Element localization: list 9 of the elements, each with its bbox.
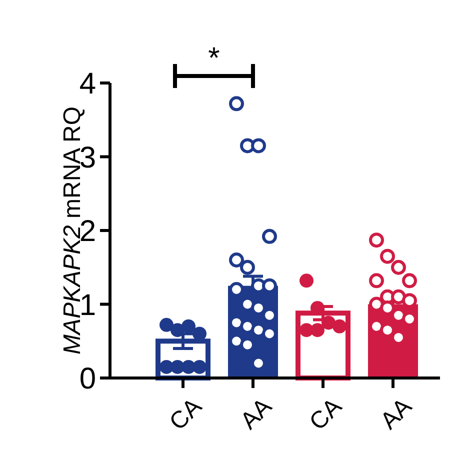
y-tick-label: 2 bbox=[79, 215, 96, 248]
y-tick-label: 4 bbox=[79, 68, 96, 100]
x-tick-label: AA bbox=[375, 393, 418, 435]
x-tick-label: AA bbox=[235, 393, 278, 435]
x-tick-label: CA bbox=[164, 393, 208, 436]
y-tick-label: 0 bbox=[79, 362, 96, 396]
x-tick-label: CA bbox=[304, 393, 348, 436]
text: * bbox=[208, 42, 220, 75]
y-tick-label: 3 bbox=[79, 141, 96, 174]
